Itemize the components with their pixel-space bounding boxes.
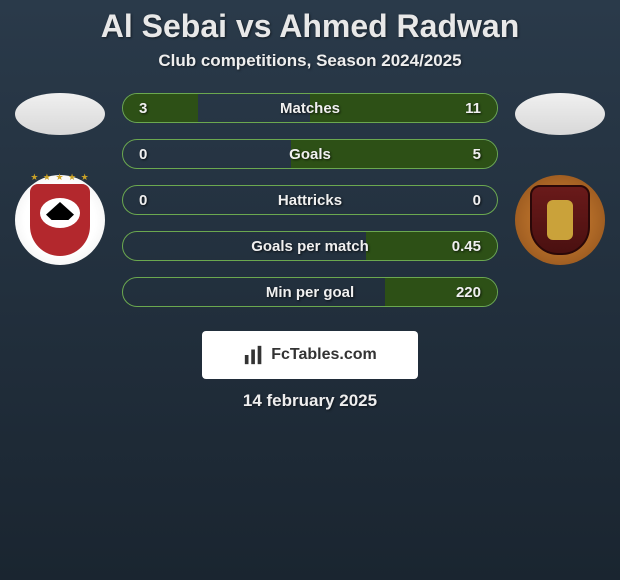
stat-bar: Goals per match0.45 bbox=[122, 231, 498, 261]
right-club-logo bbox=[515, 175, 605, 265]
branding-badge: FcTables.com bbox=[202, 331, 418, 379]
right-player-photo bbox=[515, 93, 605, 135]
page-subtitle: Club competitions, Season 2024/2025 bbox=[0, 51, 620, 71]
left-player-column: ★ ★ ★ ★ ★ bbox=[10, 93, 110, 265]
left-player-photo bbox=[15, 93, 105, 135]
branding-text: FcTables.com bbox=[271, 346, 377, 364]
stat-bar: 3Matches11 bbox=[122, 93, 498, 123]
shield-icon: ★ ★ ★ ★ ★ bbox=[30, 184, 90, 256]
stat-label: Matches bbox=[199, 100, 421, 117]
stat-left-value: 3 bbox=[139, 100, 199, 117]
left-club-logo: ★ ★ ★ ★ ★ bbox=[15, 175, 105, 265]
stat-right-value: 0.45 bbox=[421, 238, 481, 255]
right-player-column bbox=[510, 93, 610, 265]
page-title: Al Sebai vs Ahmed Radwan bbox=[0, 8, 620, 45]
stat-right-value: 220 bbox=[421, 284, 481, 301]
stat-label: Goals per match bbox=[199, 238, 421, 255]
stat-right-value: 5 bbox=[421, 146, 481, 163]
bar-chart-icon bbox=[243, 344, 265, 366]
comparison-card: Al Sebai vs Ahmed Radwan Club competitio… bbox=[0, 0, 620, 411]
stat-bar: 0Goals5 bbox=[122, 139, 498, 169]
stars-icon: ★ ★ ★ ★ ★ bbox=[30, 172, 89, 183]
main-row: ★ ★ ★ ★ ★ 3Matches110Goals50Hattricks0Go… bbox=[0, 93, 620, 323]
stats-column: 3Matches110Goals50Hattricks0Goals per ma… bbox=[110, 93, 510, 323]
stat-label: Min per goal bbox=[199, 284, 421, 301]
emblem-icon bbox=[547, 200, 573, 240]
stat-right-value: 0 bbox=[421, 192, 481, 209]
stat-label: Goals bbox=[199, 146, 421, 163]
stat-label: Hattricks bbox=[199, 192, 421, 209]
stat-left-value: 0 bbox=[139, 192, 199, 209]
stat-left-value: 0 bbox=[139, 146, 199, 163]
footer-date: 14 february 2025 bbox=[0, 391, 620, 411]
shield-icon bbox=[530, 185, 590, 255]
stat-bar: 0Hattricks0 bbox=[122, 185, 498, 215]
stat-right-value: 11 bbox=[421, 100, 481, 117]
stat-bar: Min per goal220 bbox=[122, 277, 498, 307]
